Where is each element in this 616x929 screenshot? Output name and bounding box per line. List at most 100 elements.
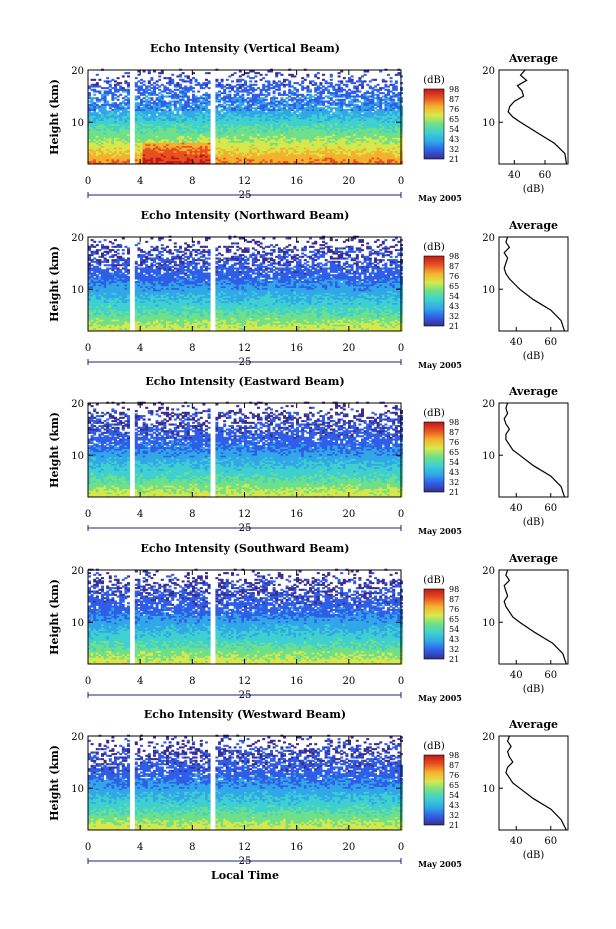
heatmap-cell <box>329 145 333 148</box>
heatmap-cell <box>272 159 276 162</box>
heatmap-cell <box>103 150 107 153</box>
heatmap-cell <box>324 143 328 146</box>
heatmap-cell <box>387 132 390 135</box>
heatmap-cell <box>101 128 104 131</box>
heatmap-cell <box>220 113 224 116</box>
heatmap-cell <box>111 162 115 165</box>
heatmap-cell <box>137 137 141 140</box>
heatmap-cell <box>322 107 325 110</box>
heatmap-cell <box>342 138 346 141</box>
heatmap-cell <box>285 152 289 155</box>
heatmap-cell <box>215 152 219 155</box>
heatmap-cell <box>319 133 323 136</box>
heatmap-cell <box>147 85 151 88</box>
heatmap-cell <box>290 147 294 150</box>
heatmap-cell <box>381 102 385 105</box>
heatmap-cell <box>361 113 364 116</box>
heatmap-cell <box>184 133 188 136</box>
heatmap-cell <box>368 155 372 158</box>
heatmap-cell <box>311 127 315 130</box>
heatmap-cell <box>160 160 164 163</box>
heatmap-cell <box>397 92 401 95</box>
heatmap-cell <box>342 88 346 91</box>
heatmap-cell <box>296 127 299 130</box>
heatmap-cell <box>249 162 253 165</box>
heatmap-cell <box>277 137 281 140</box>
heatmap-cell <box>106 152 110 155</box>
heatmap-cell <box>147 149 151 152</box>
heatmap-cell <box>158 157 162 160</box>
heatmap-cell <box>155 143 159 146</box>
heatmap-cell <box>147 138 151 141</box>
heatmap-cell <box>319 159 323 162</box>
heatmap-cell <box>231 127 234 130</box>
heatmap-cell <box>327 137 331 140</box>
heatmap-cell <box>106 138 110 141</box>
heatmap-cell <box>355 157 359 160</box>
heatmap-cell <box>361 133 364 136</box>
heatmap-cell <box>140 107 143 110</box>
heatmap-cell <box>264 142 268 145</box>
heatmap-cell <box>366 138 370 141</box>
heatmap-cell <box>98 142 102 145</box>
heatmap-cell <box>337 130 341 133</box>
heatmap-cell <box>376 128 380 131</box>
heatmap-cell <box>111 108 115 111</box>
heatmap-cell <box>160 145 164 148</box>
heatmap-cell <box>329 135 333 138</box>
heatmap-cell <box>272 160 276 163</box>
heatmap-cell <box>283 145 286 148</box>
heatmap-cell <box>119 133 123 136</box>
heatmap-cell <box>160 108 164 111</box>
heatmap-cell <box>231 130 234 133</box>
heatmap-cell <box>316 107 320 110</box>
heatmap-cell <box>119 143 123 146</box>
heatmap-cell <box>189 162 193 165</box>
heatmap-cell <box>249 130 253 133</box>
heatmap-cell <box>93 97 97 100</box>
heatmap-cell <box>124 162 128 165</box>
heatmap-cell <box>371 128 375 131</box>
heatmap-cell <box>145 128 149 131</box>
heatmap-cell <box>90 140 94 143</box>
heatmap-cell <box>306 145 310 148</box>
heatmap-cell <box>329 127 333 130</box>
heatmap-cell <box>366 133 370 136</box>
heatmap-cell <box>137 140 141 143</box>
heatmap-cell <box>288 140 292 143</box>
heatmap-cell <box>184 130 188 133</box>
heatmap-cell <box>101 142 104 145</box>
heatmap-cell <box>251 110 255 113</box>
heatmap-cell <box>189 147 193 150</box>
heatmap-cell <box>361 157 364 160</box>
heatmap-cell <box>376 149 380 152</box>
heatmap-cell <box>290 155 294 158</box>
heatmap-cell <box>293 138 297 141</box>
heatmap-cell <box>371 152 375 155</box>
heatmap-cell <box>275 142 279 145</box>
heatmap-cell <box>244 152 247 155</box>
heatmap-cell <box>134 143 138 146</box>
heatmap-cell <box>163 100 167 103</box>
heatmap-cell <box>160 157 164 160</box>
heatmap-cell <box>254 130 258 133</box>
heatmap-cell <box>314 137 318 140</box>
heatmap-cell <box>301 127 305 130</box>
heatmap-cell <box>366 160 370 163</box>
heatmap-cell <box>275 100 279 103</box>
heatmap-cell <box>298 160 302 163</box>
heatmap-cell <box>389 127 393 130</box>
heatmap-cell <box>270 83 273 86</box>
heatmap-cell <box>101 103 104 106</box>
heatmap-cell <box>116 155 120 158</box>
heatmap-cell <box>173 113 177 116</box>
heatmap-cell <box>98 160 102 163</box>
heatmap-cell <box>397 130 401 133</box>
heatmap-cell <box>379 149 383 152</box>
heatmap-cell <box>155 154 159 157</box>
heatmap-cell <box>324 128 328 131</box>
heatmap-cell <box>381 159 385 162</box>
heatmap-cell <box>134 128 138 131</box>
heatmap-cell <box>155 159 159 162</box>
heatmap-cell <box>309 88 312 91</box>
